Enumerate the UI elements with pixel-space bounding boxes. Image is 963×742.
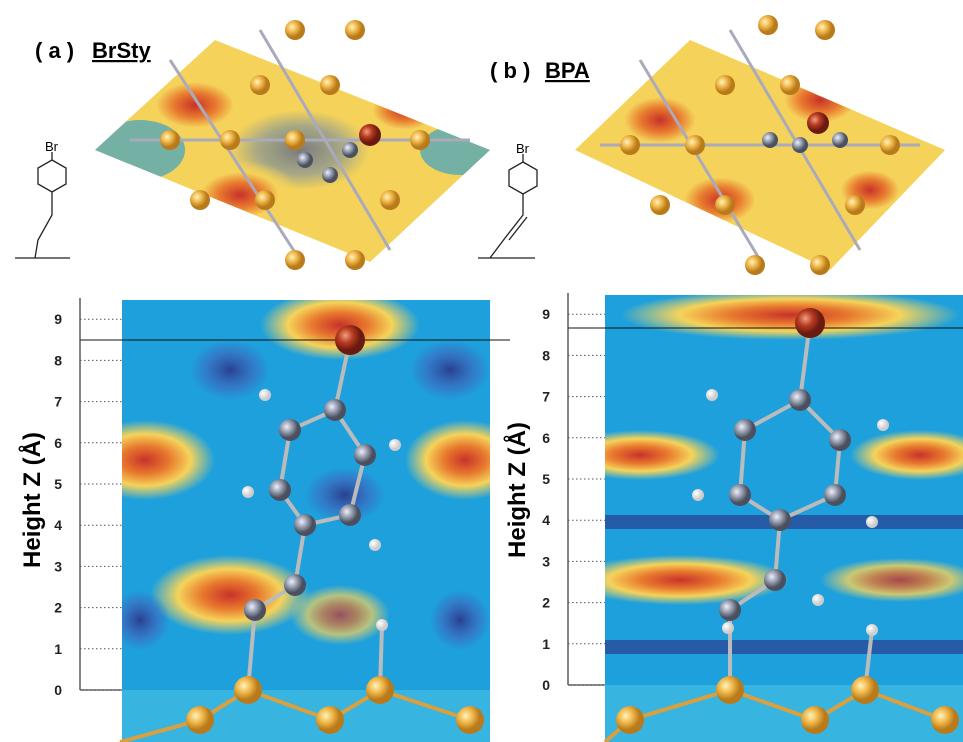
tick-label: 8 [54,352,62,368]
tick-label: 1 [542,636,550,652]
panel-tag: ( b ) [490,58,530,83]
panel-tag: ( a ) [35,38,74,63]
tick-label: 5 [542,471,550,487]
tick-label: 3 [542,553,550,569]
tick-label: 0 [54,682,62,698]
atom-label: Br [45,139,59,154]
tick-label: 1 [54,641,62,657]
surface-map [570,30,950,280]
figure: ( a ) BrSty ( b ) BPA Br Br Height Z (Å)… [0,0,963,742]
atom-label: Br [516,141,530,156]
tick-label: 0 [542,677,550,693]
tick-label: 4 [54,517,62,533]
density-map [560,290,963,742]
tick-label: 3 [54,558,62,574]
tick-label: 5 [54,476,62,492]
panel-name: BrSty [92,38,151,63]
tick-label: 8 [542,347,550,363]
tick-label: 4 [542,512,550,528]
panel-name: BPA [545,58,590,83]
tick-label: 7 [54,394,62,410]
tick-label: 6 [54,435,62,451]
tick-label: 6 [542,430,550,446]
tick-label: 2 [54,600,62,616]
tick-label: 7 [542,389,550,405]
axis-label: Height Z (Å) [18,432,46,568]
tick-label: 9 [54,311,62,327]
tick-label: 2 [542,595,550,611]
tick-label: 9 [542,306,550,322]
axis-label: Height Z (Å) [503,422,531,558]
